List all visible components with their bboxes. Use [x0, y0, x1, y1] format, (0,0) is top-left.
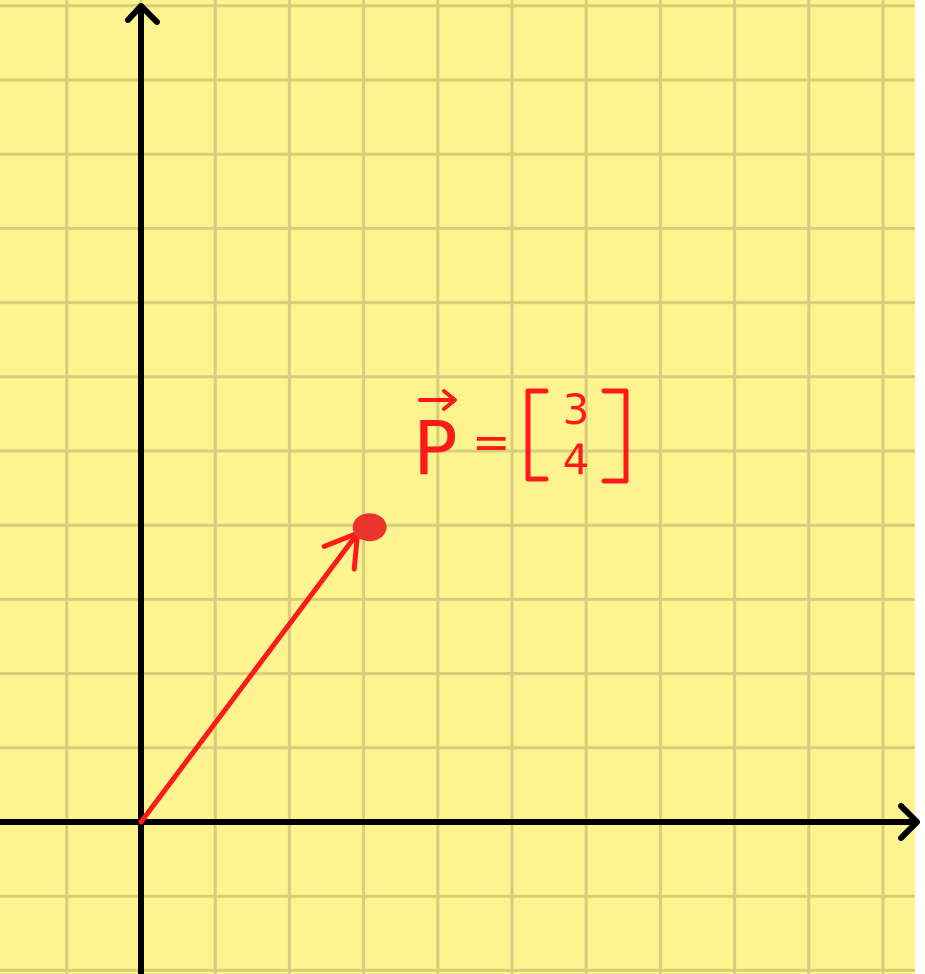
left-bracket: [525, 388, 549, 482]
vector-p-label: P = 3 4: [413, 385, 629, 492]
vector-symbol: P: [413, 406, 458, 492]
vector-component-y: 4: [563, 435, 590, 484]
vector-component-x: 3: [563, 385, 590, 434]
vector-p-shaft: [138, 530, 361, 825]
x-axis-arrowhead-icon: [898, 803, 920, 841]
equals-sign: =: [472, 415, 511, 469]
y-axis-arrowhead-icon: [125, 3, 160, 25]
vector-p-endpoint: [352, 513, 387, 542]
right-bracket: [601, 388, 629, 484]
vector-arrow-tip-icon: [442, 389, 457, 411]
